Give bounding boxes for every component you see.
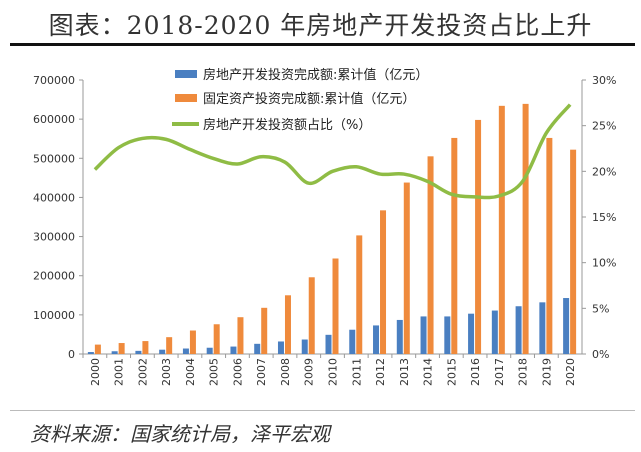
x-tick-label: 2009 (303, 358, 316, 386)
bar-fixed-asset (498, 105, 505, 354)
x-tick-label: 2016 (469, 358, 482, 386)
bar-real-estate (87, 352, 94, 354)
bar-real-estate (491, 310, 498, 354)
left-tick-label: 500000 (33, 152, 75, 165)
bar-real-estate (206, 347, 213, 354)
axes: 0 100000 200000 300000 400000 500000 600000 700… (33, 74, 616, 386)
x-tick-label: 2003 (160, 358, 173, 386)
bar-fixed-asset (356, 235, 363, 354)
left-tick-label: 0 (68, 348, 75, 361)
bar-fixed-asset (213, 324, 220, 354)
chart-title: 图表：2018-2020 年房地产开发投资占比上升 (48, 11, 593, 40)
bar-real-estate (159, 349, 166, 354)
bar-real-estate (396, 319, 403, 354)
x-tick-label: 2004 (184, 358, 197, 386)
right-tick-label: 10% (592, 257, 616, 270)
x-tick-label: 2018 (517, 358, 530, 386)
bar-fixed-asset (427, 156, 434, 354)
bar-fixed-asset (380, 210, 387, 354)
x-tick-label: 2005 (208, 358, 221, 386)
x-tick-label: 2001 (113, 358, 126, 386)
left-tick-label: 600000 (33, 113, 75, 126)
bar-real-estate (301, 339, 308, 354)
x-tick-label: 2019 (540, 358, 553, 386)
right-tick-label: 25% (592, 120, 616, 133)
bar-real-estate (254, 343, 261, 354)
chart: 0 100000 200000 300000 400000 500000 600000 700… (33, 67, 616, 386)
x-tick-label: 2014 (422, 358, 435, 386)
left-tick-label: 400000 (33, 191, 75, 204)
bar-fixed-asset (522, 103, 529, 355)
legend-label-2: 房地产开发投资额占比（%） (203, 117, 371, 133)
bar-fixed-asset (308, 277, 315, 354)
legend-label-1: 固定资产投资完成额:累计值（亿元） (203, 91, 415, 107)
legend-swatch-orange (175, 94, 197, 102)
bar-fixed-asset (284, 295, 291, 354)
right-tick-label: 20% (592, 165, 616, 178)
bar-real-estate (111, 351, 118, 354)
bar-fixed-asset (166, 337, 173, 354)
bar-real-estate (515, 306, 522, 354)
bar-real-estate (277, 341, 284, 354)
source-note: 资料来源：国家统计局，泽平宏观 (30, 422, 330, 446)
bar-fixed-asset (451, 137, 458, 354)
x-tick-label: 2017 (493, 358, 506, 386)
right-tick-label: 0% (592, 348, 609, 361)
legend-swatch-blue (175, 70, 197, 78)
bar-fixed-asset (118, 343, 125, 354)
bar-real-estate (349, 329, 356, 354)
bars (87, 103, 577, 355)
x-tick-label: 2011 (350, 358, 363, 386)
bar-fixed-asset (403, 182, 410, 354)
left-tick-label: 100000 (33, 309, 75, 322)
legend-label-0: 房地产开发投资完成额:累计值（亿元） (203, 67, 428, 83)
x-tick-label: 2013 (398, 358, 411, 386)
x-tick-label: 2015 (445, 358, 458, 386)
right-tick-label: 15% (592, 211, 616, 224)
x-tick-label: 2007 (255, 358, 268, 386)
legend: 房地产开发投资完成额:累计值（亿元） 固定资产投资完成额:累计值（亿元） 房地产… (172, 67, 428, 133)
bar-fixed-asset (189, 330, 196, 354)
bar-fixed-asset (237, 317, 244, 354)
title-divider (10, 43, 635, 46)
x-tick-label: 2008 (279, 358, 292, 386)
bar-fixed-asset (261, 307, 268, 354)
left-tick-label: 700000 (33, 74, 75, 87)
bar-fixed-asset (546, 137, 553, 354)
right-tick-label: 5% (592, 302, 609, 315)
bar-real-estate (468, 313, 475, 354)
bar-real-estate (135, 350, 142, 354)
left-tick-label: 300000 (33, 231, 75, 244)
right-tick-label: 30% (592, 74, 616, 87)
bar-fixed-asset (475, 119, 482, 354)
bar-real-estate (563, 298, 570, 354)
bar-real-estate (539, 302, 546, 354)
bar-fixed-asset (570, 149, 577, 354)
bar-real-estate (444, 316, 451, 354)
bar-real-estate (182, 348, 189, 354)
bar-real-estate (420, 316, 427, 354)
x-tick-label: 2020 (564, 358, 577, 386)
bar-fixed-asset (94, 344, 101, 354)
x-tick-label: 2000 (89, 358, 102, 386)
line-series (93, 103, 572, 200)
left-tick-label: 200000 (33, 270, 75, 283)
x-tick-label: 2002 (136, 358, 149, 386)
bar-fixed-asset (332, 258, 339, 354)
bar-real-estate (373, 325, 380, 354)
bar-fixed-asset (142, 341, 149, 354)
bar-real-estate (230, 346, 237, 354)
bar-real-estate (325, 334, 332, 354)
x-tick-label: 2010 (327, 358, 340, 386)
x-tick-label: 2012 (374, 358, 387, 386)
x-tick-label: 2006 (231, 358, 244, 386)
source-divider (10, 410, 635, 411)
